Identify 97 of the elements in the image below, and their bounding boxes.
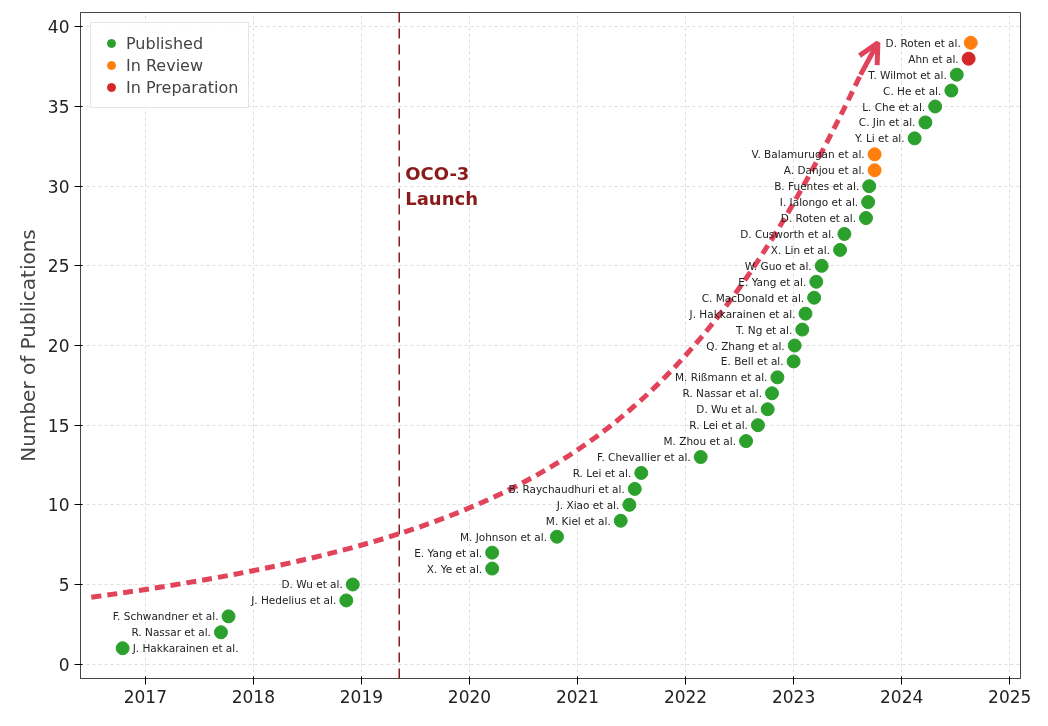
annotation: J. Xiao et al. <box>555 498 620 511</box>
point <box>693 450 708 465</box>
x-tick-label: 2017 <box>123 686 167 707</box>
ref-line-label: OCO-3 Launch <box>405 162 478 209</box>
point <box>867 163 882 178</box>
point <box>339 593 354 608</box>
y-tick-label: 0 <box>58 654 70 675</box>
annotation: M. Kiel et al. <box>545 514 611 527</box>
point <box>837 226 852 241</box>
point <box>627 481 642 496</box>
annotation: A. Danjou et al. <box>783 164 865 177</box>
annotation: Y. Li et al. <box>853 132 905 145</box>
annotation: R. Lei et al. <box>572 466 632 479</box>
annotation: M. Rißmann et al. <box>674 371 768 384</box>
annotation: Ahn et al. <box>908 52 959 65</box>
legend-label: Published <box>126 33 204 53</box>
annotation: B. Fuentes et al. <box>774 180 860 193</box>
annotation: J. Hedelius et al. <box>250 594 337 607</box>
y-tick-label: 15 <box>47 415 70 436</box>
point <box>928 99 943 114</box>
y-tick-label: 5 <box>58 575 70 595</box>
point <box>485 545 500 560</box>
point <box>613 513 628 528</box>
annotation: R. Nassar et al. <box>682 387 763 400</box>
annotation: E. Bell et al. <box>720 355 784 368</box>
annotation: R. Lei et al. <box>689 419 748 432</box>
x-tick-label: 2019 <box>339 686 384 707</box>
legend-label: In Review <box>126 55 204 75</box>
annotation: D. Wu et al. <box>696 403 758 416</box>
annotation: X. Lin et al. <box>770 243 831 256</box>
point <box>213 625 228 640</box>
point <box>221 609 236 624</box>
point <box>807 290 822 305</box>
y-tick-label: 35 <box>47 97 70 117</box>
annotation: I. Ialongo et al. <box>779 196 859 209</box>
legend-label: In Preparation <box>126 77 239 97</box>
point <box>867 147 882 162</box>
annotation: C. He et al. <box>883 84 942 97</box>
annotation: C. MacDonald et al. <box>701 291 805 304</box>
annotation: E. Yang et al. <box>414 546 483 559</box>
y-tick-label: 30 <box>47 176 70 197</box>
point <box>944 83 959 98</box>
annotation: W. Guo et al. <box>744 259 812 272</box>
annotation: D. Wu et al. <box>281 578 343 591</box>
annotation: J. Hakkarainen et al. <box>131 642 239 655</box>
point <box>918 115 933 130</box>
point <box>809 274 824 289</box>
x-tick-label: 2023 <box>771 686 816 707</box>
y-tick-label: 20 <box>47 336 70 356</box>
annotation: T. Wilmot et al. <box>867 68 947 81</box>
y-tick-label: 25 <box>47 256 70 277</box>
point <box>622 497 637 512</box>
point <box>798 306 813 321</box>
x-tick-label: 2022 <box>663 686 708 707</box>
point <box>833 242 848 257</box>
annotation: D. Roten et al. <box>885 36 961 49</box>
point <box>760 402 775 417</box>
point <box>750 418 765 433</box>
point <box>795 322 810 337</box>
annotation: R. Nassar et al. <box>131 626 211 639</box>
point <box>963 35 978 50</box>
point <box>814 258 829 273</box>
annotation: F. Schwandner et al. <box>112 610 219 623</box>
x-tick-label: 2021 <box>555 686 600 707</box>
annotation: F. Chevallier et al. <box>597 451 691 464</box>
point <box>764 386 779 401</box>
point <box>549 529 564 544</box>
annotation: T. Ng et al. <box>734 323 793 336</box>
annotation: M. Zhou et al. <box>663 435 737 448</box>
point <box>861 195 876 210</box>
point <box>961 51 976 66</box>
y-tick-label: 40 <box>47 17 70 38</box>
annotation: C. Jin et al. <box>858 116 916 129</box>
x-tick-label: 2024 <box>880 686 924 707</box>
point <box>786 354 801 369</box>
point <box>485 561 500 576</box>
point <box>949 67 964 82</box>
point <box>739 434 754 449</box>
point <box>907 131 922 146</box>
point <box>115 641 130 656</box>
annotation: L. Che et al. <box>862 100 926 113</box>
annotation: Q. Zhang et al. <box>706 339 785 352</box>
point <box>770 370 785 385</box>
x-tick-label: 2025 <box>988 686 1032 707</box>
x-tick-label: 2020 <box>447 686 492 707</box>
y-tick-label: 10 <box>47 495 70 516</box>
x-tick-label: 2018 <box>231 686 276 707</box>
point <box>345 577 360 592</box>
point <box>634 465 649 480</box>
point <box>858 211 873 226</box>
y-axis-title: Number of Publications <box>15 229 40 462</box>
annotation: X. Ye et al. <box>426 562 483 575</box>
annotation: M. Johnson et al. <box>459 530 547 543</box>
annotation: D. Roten et al. <box>780 212 856 225</box>
annotation: E. Yang et al. <box>738 275 807 288</box>
point <box>862 179 877 194</box>
point <box>787 338 802 353</box>
